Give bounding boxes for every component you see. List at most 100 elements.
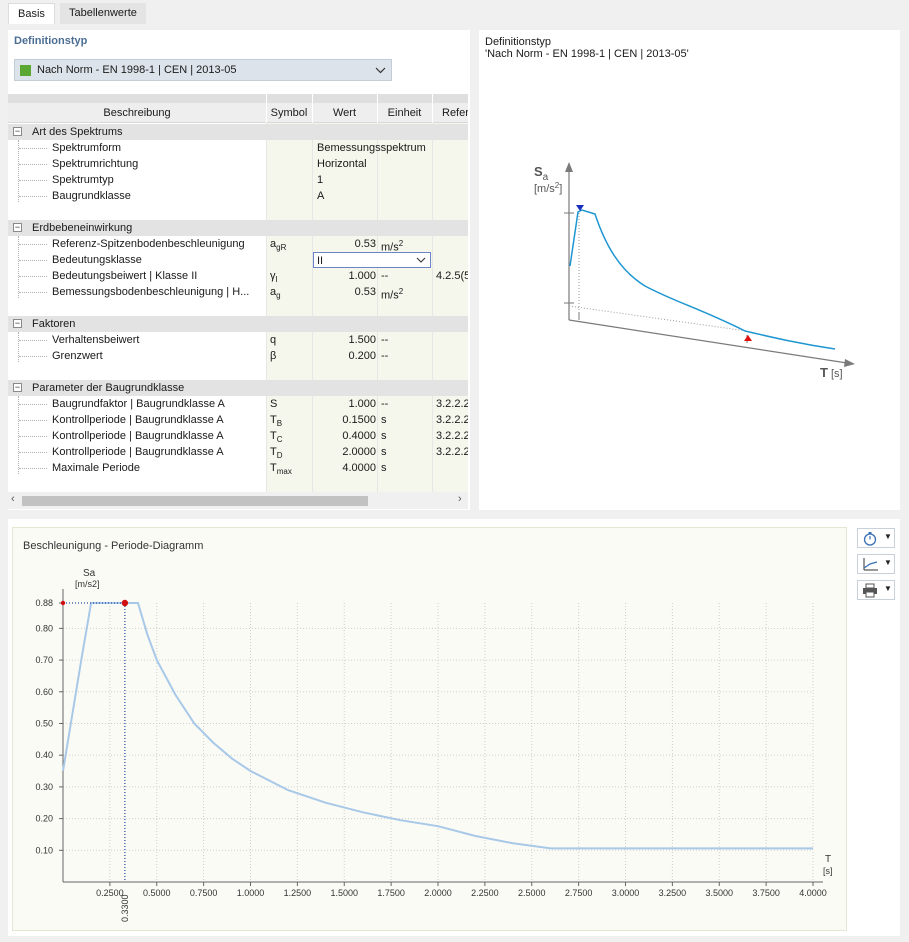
bedeutungsklasse-select[interactable]: II: [313, 252, 431, 268]
col-header-referenz[interactable]: Refer: [442, 107, 468, 119]
x-tick-label: 3.0000: [612, 888, 640, 898]
x-tick-label: 3.7500: [752, 888, 780, 898]
marker-x-label: 0.3300: [120, 894, 130, 922]
x-tick-label: 2.0000: [424, 888, 452, 898]
table-row[interactable]: Maximale Periode Tmax 4.0000 s: [8, 460, 468, 476]
collapse-icon[interactable]: −: [13, 318, 22, 328]
table-row[interactable]: Baugrundfaktor | Baugrundklasse A S 1.00…: [8, 396, 468, 412]
x-tick-label: 3.5000: [705, 888, 733, 898]
x-tick-label: 2.2500: [471, 888, 499, 898]
y-tick-label: 0.60: [35, 687, 53, 697]
spectrum-schematic: Sa [m/s2] T [s]: [534, 162, 855, 380]
table-header: Beschreibung Symbol Wert Einheit Refer: [8, 94, 468, 123]
timer-button[interactable]: ▼: [857, 528, 895, 548]
tab-basis[interactable]: Basis: [8, 3, 55, 24]
graph-icon: [863, 558, 878, 571]
table-row[interactable]: Referenz-Spitzenbodenbeschleunigung agR …: [8, 236, 468, 254]
group-faktoren[interactable]: − Faktoren: [8, 316, 468, 332]
x-axis-title: T: [825, 854, 831, 865]
svg-text:Sa: Sa: [534, 164, 549, 183]
collapse-icon[interactable]: −: [13, 126, 22, 136]
stopwatch-icon: [863, 532, 877, 546]
dropdown-arrow-icon: ▼: [884, 584, 892, 593]
schematic-subtitle: 'Nach Norm - EN 1998-1 | CEN | 2013-05': [485, 48, 689, 60]
scrollbar-thumb[interactable]: [22, 496, 368, 506]
x-tick-label: 4.0000: [799, 888, 827, 898]
group-erdbebeneinwirkung[interactable]: − Erdbebeneinwirkung: [8, 220, 468, 236]
table-row[interactable]: Kontrollperiode | Baugrundklasse A TD 2.…: [8, 444, 468, 460]
diagram-panel: Beschleunigung - Periode-Diagramm 0.2500…: [8, 519, 900, 936]
col-header-wert[interactable]: Wert: [332, 107, 357, 119]
table-row[interactable]: Grenzwert β 0.200 --: [8, 348, 468, 364]
marker-blue-icon: [576, 205, 584, 211]
tab-bar: Basis Tabellenwerte: [0, 0, 909, 24]
x-tick-label: 1.2500: [284, 888, 312, 898]
marker-y-dot: [60, 600, 66, 606]
table-row[interactable]: Bedeutungsbeiwert | Klasse II γI 1.000 -…: [8, 268, 468, 284]
section-title: Definitionstyp: [14, 35, 88, 47]
table-row[interactable]: Spektrumtyp 1: [8, 172, 468, 188]
x-tick-label: 3.2500: [659, 888, 687, 898]
table-row[interactable]: Bemessungsbodenbeschleunigung | H... ag …: [8, 284, 468, 302]
svg-text:[m/s2]: [m/s2]: [534, 181, 562, 195]
column-shade: [266, 123, 468, 492]
acceleration-period-chart[interactable]: 0.2500 0.5000 0.7500 1.0000 1.2500 1.5000 1.75…: [13, 528, 848, 932]
chevron-down-icon: [375, 61, 386, 82]
table-row[interactable]: Kontrollperiode | Baugrundklasse A TB 0.…: [8, 412, 468, 428]
x-tick-label: 2.7500: [565, 888, 593, 898]
scroll-right-icon[interactable]: ›: [458, 493, 462, 505]
group-parameter-baugrundklasse[interactable]: − Parameter der Baugrundklasse: [8, 380, 468, 396]
collapse-icon[interactable]: −: [13, 382, 22, 392]
y-tick-label: 0.30: [35, 782, 53, 792]
y-axis-unit: [m/s2]: [75, 579, 100, 589]
table-row[interactable]: Spektrumrichtung Horizontal: [8, 156, 468, 172]
col-header-einheit[interactable]: Einheit: [387, 107, 422, 119]
graph-options-button[interactable]: ▼: [857, 554, 895, 574]
y-tick-label: 0.70: [35, 655, 53, 665]
table-row[interactable]: Kontrollperiode | Baugrundklasse A TC 0.…: [8, 428, 468, 444]
table-row[interactable]: Baugrundklasse A: [8, 188, 468, 204]
x-tick-label: 1.5000: [330, 888, 358, 898]
y-tick-label: 0.50: [35, 718, 53, 728]
x-axis-unit: [s]: [823, 866, 833, 876]
x-tick-label: 1.7500: [377, 888, 405, 898]
col-header-beschreibung[interactable]: Beschreibung: [103, 107, 171, 119]
x-tick-label: 0.7500: [190, 888, 218, 898]
spectrum-line: [62, 602, 813, 850]
tab-tabellenwerte[interactable]: Tabellenwerte: [60, 3, 146, 24]
chevron-down-icon: [416, 253, 426, 272]
dropdown-value: Nach Norm - EN 1998-1 | CEN | 2013-05: [37, 64, 237, 76]
y-tick-label: 0.20: [35, 814, 53, 824]
x-tick-label: 2.5000: [518, 888, 546, 898]
table-row[interactable]: Bedeutungsklasse II: [8, 252, 468, 268]
svg-text:[s]: [s]: [831, 368, 843, 380]
y-tick-label: 0.10: [35, 845, 53, 855]
table-row[interactable]: Spektrumform Bemessungsspektrum: [8, 140, 468, 156]
collapse-icon[interactable]: −: [13, 222, 22, 232]
print-button[interactable]: ▼: [857, 580, 895, 600]
group-art-des-spektrums[interactable]: − Art des Spektrums: [8, 124, 468, 140]
chart-area: Beschleunigung - Periode-Diagramm 0.2500…: [12, 527, 847, 931]
svg-text:T: T: [820, 365, 828, 380]
marker-red-icon: [744, 335, 752, 341]
col-header-symbol[interactable]: Symbol: [270, 107, 308, 119]
table-row[interactable]: Verhaltensbeiwert q 1.500 --: [8, 332, 468, 348]
x-tick-label: 1.0000: [237, 888, 265, 898]
definition-type-dropdown[interactable]: Nach Norm - EN 1998-1 | CEN | 2013-05: [14, 59, 392, 81]
schematic-title: Definitionstyp: [485, 36, 552, 48]
y-axis-title: Sa: [83, 568, 96, 579]
printer-icon: [863, 583, 877, 598]
dropdown-arrow-icon: ▼: [884, 558, 892, 567]
horizontal-scrollbar[interactable]: ‹ ›: [8, 492, 468, 509]
parameter-table: Beschreibung Symbol Wert Einheit Refer −…: [8, 94, 468, 492]
green-swatch-icon: [20, 65, 31, 76]
schematic-panel: Definitionstyp 'Nach Norm - EN 1998-1 | …: [479, 30, 900, 510]
marker-point: [121, 599, 129, 607]
y-tick-label: 0.88: [35, 598, 53, 608]
x-tick-label: 0.2500: [96, 888, 124, 898]
y-tick-label: 0.80: [35, 623, 53, 633]
x-tick-label: 0.5000: [143, 888, 171, 898]
scroll-left-icon[interactable]: ‹: [11, 493, 15, 505]
dropdown-arrow-icon: ▼: [884, 532, 892, 541]
definition-panel: Definitionstyp Nach Norm - EN 1998-1 | C…: [8, 30, 470, 510]
